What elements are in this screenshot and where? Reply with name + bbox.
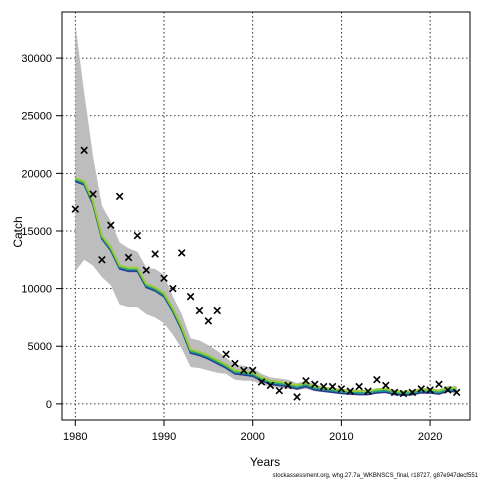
x-tick-label: 2000 [240,431,264,443]
x-tick-label: 2020 [418,431,442,443]
observed-point [71,205,80,213]
observed-point [213,306,221,315]
observed-point [337,385,346,393]
observed-point [266,381,275,390]
y-tick-label: 15000 [21,226,52,238]
observed-point [151,250,159,258]
observed-point [381,381,390,390]
x-axis-title: Years [250,455,280,469]
x-axis: 1980 1990 2000 2010 2020 [63,420,442,443]
grid [62,12,470,420]
observed-point [302,377,310,385]
observed-point [222,350,230,359]
y-tick-label: 30000 [21,53,52,65]
observed-point [390,388,399,397]
observed-catch-points [71,146,461,401]
observed-point [444,386,452,394]
observed-point [399,389,408,398]
observed-point [293,393,301,401]
observed-point [98,256,106,264]
observed-point [240,366,248,375]
observed-point [328,382,337,391]
observed-point [248,366,257,375]
x-tick-label: 1990 [152,431,176,443]
observed-point [115,192,124,201]
observed-point [160,274,168,283]
observed-point [186,292,195,301]
observed-point [417,385,425,393]
observed-point [435,380,443,389]
observed-point [275,386,284,395]
observed-point [257,378,266,386]
observed-point [142,266,151,274]
observed-point [169,284,177,293]
footnote: stockassessment.org, whg.27.7a_WKBNSCS_f… [273,473,479,479]
observed-point [452,388,461,397]
y-tick-label: 10000 [21,284,52,296]
observed-point [319,382,328,391]
y-axis: 0 5000 10000 15000 20000 25000 30000 [21,53,62,411]
observed-point [364,387,372,395]
x-tick-label: 1980 [63,431,87,443]
observed-point [89,190,97,198]
observed-point [346,387,355,395]
observed-point [107,221,115,229]
y-tick-label: 20000 [21,168,52,180]
observed-point [204,317,213,325]
observed-point [133,231,142,240]
observed-point [311,380,319,389]
plot-frame [61,11,471,421]
y-tick-label: 25000 [21,111,52,123]
observed-point [177,249,186,257]
uncertainty-band [75,23,457,396]
observed-point [426,386,434,394]
observed-point [231,359,239,368]
observed-point [80,146,88,155]
observed-point [408,388,417,397]
observed-point [355,382,363,391]
observed-point [284,381,292,390]
observed-point [195,306,204,315]
observed-point [124,253,133,262]
y-tick-label: 0 [46,399,52,411]
y-axis-title: Catch [11,216,25,247]
y-tick-label: 5000 [28,341,52,353]
x-tick-label: 2010 [329,431,353,443]
observed-point [373,375,381,384]
